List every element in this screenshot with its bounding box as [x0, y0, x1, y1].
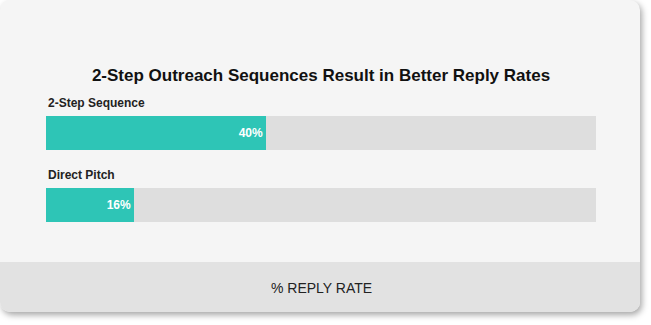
svg-text:40%: 40%: [239, 126, 263, 140]
svg-text:2-Step Sequence: 2-Step Sequence: [48, 96, 145, 110]
svg-text:16%: 16%: [107, 198, 131, 212]
svg-text:Direct Pitch: Direct Pitch: [48, 168, 115, 182]
svg-text:% REPLY RATE: % REPLY RATE: [271, 280, 372, 296]
svg-text:2-Step Outreach Sequences Resu: 2-Step Outreach Sequences Result in Bett…: [92, 66, 550, 85]
